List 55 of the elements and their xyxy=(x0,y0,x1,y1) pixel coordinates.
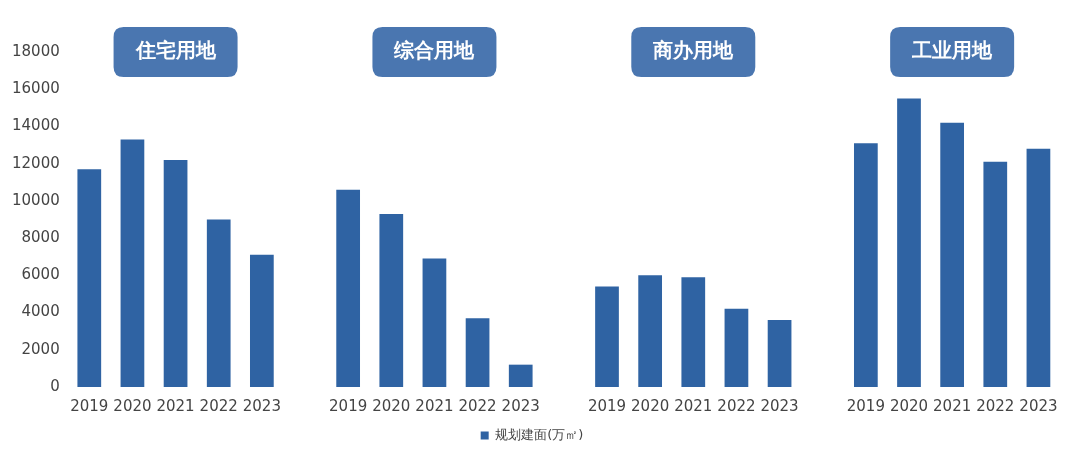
annotation: 工业用地 xyxy=(911,38,994,63)
y-tick-label: 6000 xyxy=(21,265,60,284)
bar xyxy=(681,277,706,387)
bar xyxy=(767,320,792,387)
bar xyxy=(897,98,921,387)
annotation: 住宅用地 xyxy=(134,38,217,63)
x-tick-label: 2020 xyxy=(889,396,929,415)
x-tick-label: 2021 xyxy=(415,396,454,415)
x-tick-label: 2019 xyxy=(846,396,885,415)
x-tick-label: 2022 xyxy=(717,396,756,415)
x-tick-label: 2020 xyxy=(631,396,670,415)
legend-label: 规划建面(万㎡) xyxy=(495,426,584,442)
bar xyxy=(120,139,145,387)
x-tick-label: 2020 xyxy=(372,396,411,415)
y-tick-label: 16000 xyxy=(12,79,60,98)
annotation: 商办用地 xyxy=(652,38,735,63)
bar xyxy=(508,364,533,387)
x-tick-label: 2023 xyxy=(242,396,281,415)
y-tick-label: 10000 xyxy=(12,190,60,209)
y-tick-label: 14000 xyxy=(12,116,60,135)
bar xyxy=(1026,148,1051,387)
x-tick-label: 2023 xyxy=(1019,396,1058,415)
bar xyxy=(940,122,965,387)
bar xyxy=(422,258,447,387)
x-tick-label: 2019 xyxy=(70,396,109,415)
x-tick-label: 2022 xyxy=(199,396,238,415)
x-tick-label: 2023 xyxy=(501,396,540,415)
bar xyxy=(724,308,749,387)
y-tick-label: 8000 xyxy=(21,228,60,246)
x-tick-label: 2020 xyxy=(113,396,152,415)
x-tick-label: 2023 xyxy=(760,396,799,415)
bar xyxy=(379,213,404,387)
bar xyxy=(853,143,878,387)
x-tick-label: 2021 xyxy=(674,396,713,415)
bar xyxy=(983,161,1008,387)
x-tick-label: 2021 xyxy=(156,396,195,415)
bar xyxy=(163,159,188,387)
bar xyxy=(77,169,102,387)
bar xyxy=(250,254,274,387)
annotation: 综合用地 xyxy=(393,38,476,63)
y-tick-label: 12000 xyxy=(12,153,60,172)
bar xyxy=(638,275,663,387)
y-tick-label: 18000 xyxy=(12,41,60,60)
x-tick-label: 2019 xyxy=(329,396,368,415)
x-tick-label: 2019 xyxy=(587,396,627,415)
y-tick-label: 0 xyxy=(50,376,60,395)
y-tick-label: 4000 xyxy=(21,302,60,321)
bar xyxy=(595,286,619,387)
x-tick-label: 2022 xyxy=(458,396,497,415)
bar xyxy=(336,189,361,387)
bar xyxy=(465,318,490,387)
bar xyxy=(206,219,231,387)
x-tick-label: 2022 xyxy=(976,396,1015,415)
x-tick-label: 2021 xyxy=(933,396,972,415)
y-tick-label: 2000 xyxy=(21,339,60,358)
